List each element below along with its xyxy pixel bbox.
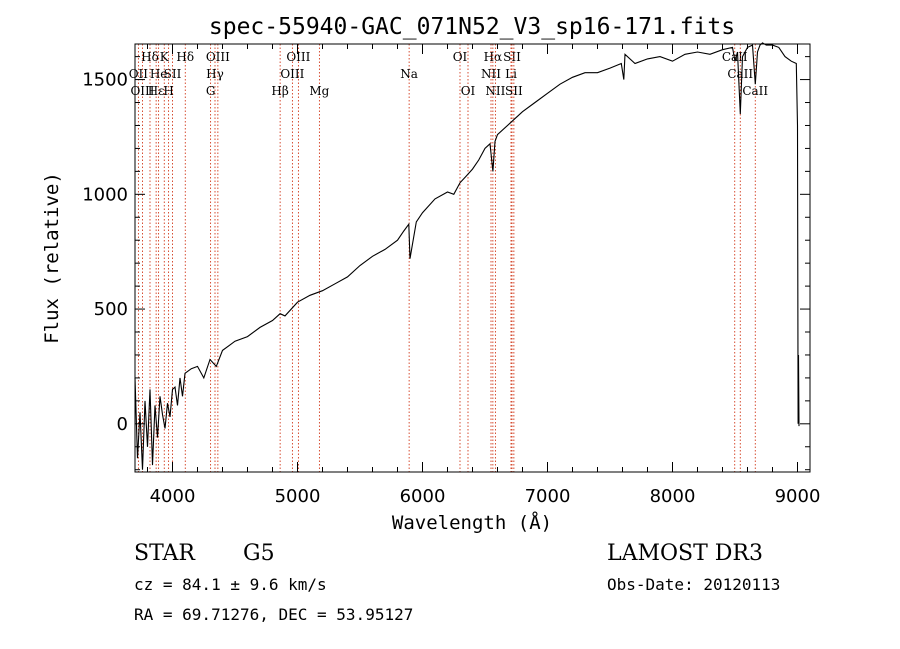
spectral-line-label-21: NII (485, 84, 505, 98)
axis-ticks: 4000 5000 6000 7000 8000 9000 0 500 1000 1500 (82, 44, 820, 507)
spectral-line-label-6: SII (164, 67, 182, 81)
spectrum-line (134, 42, 800, 470)
x-tick-label-2: 6000 (400, 486, 446, 507)
y-axis-label: Flux (relative) (41, 172, 63, 344)
spectrum-series (134, 42, 800, 470)
subclass: G5 (243, 541, 275, 566)
spectral-line-label-7: H (163, 84, 173, 98)
y-tick-label-0: 0 (117, 414, 128, 435)
x-axis-label: Wavelength (Å) (392, 511, 552, 534)
spectral-line-label-26: CaII (727, 67, 753, 81)
x-tick-label-5: 9000 (775, 486, 821, 507)
spectral-line-label-10: Hγ (206, 67, 224, 81)
spectral-line-label-18: OI (461, 84, 476, 98)
spectral-line-label-11: G (206, 84, 216, 98)
spectral-line-label-24: SII (505, 84, 523, 98)
spectral-line-label-9: OIII (206, 50, 230, 64)
survey-name: LAMOST DR3 (607, 541, 763, 566)
y-tick-label-1: 500 (94, 299, 128, 320)
chart-title: spec-55940-GAC_071N52_V3_sp16-171.fits (209, 14, 735, 40)
ra-dec: RA = 69.71276, DEC = 53.95127 (134, 605, 413, 624)
spectral-line-label-14: Hβ (271, 84, 288, 98)
plot-frame (134, 43, 811, 473)
spectral-line-label-1: OII (129, 67, 149, 81)
x-tick-label-0: 4000 (150, 486, 196, 507)
observation-date: Obs-Date: 20120113 (607, 575, 780, 594)
x-tick-label-1: 5000 (275, 486, 321, 507)
spectral-line-label-27: CaII (742, 84, 768, 98)
y-tick-label-2: 1000 (82, 184, 128, 205)
spectral-line-label-4: Hε (148, 84, 165, 98)
spectral-line-label-2: OIII (130, 84, 154, 98)
spectral-line-label-15: Mg (309, 84, 329, 98)
object-class: STAR (134, 541, 196, 566)
spectral-line-label-23: Li (505, 67, 517, 81)
spectral-line-label-17: OI (453, 50, 468, 64)
spectral-line-label-25: CaII (722, 50, 748, 64)
spectral-line-label-22: SII (503, 50, 521, 64)
spectral-line-label-3: He (150, 67, 168, 81)
spectral-line-label-16: Na (400, 67, 418, 81)
x-tick-label-4: 8000 (650, 486, 696, 507)
spectral-line-label-12: OIII (286, 50, 310, 64)
spectral-line-label-19: Hα (484, 50, 503, 64)
redshift-cz: cz = 84.1 ± 9.6 km/s (134, 575, 327, 594)
spectral-line-label-13: OIII (280, 67, 304, 81)
spectral-line-markers: Hδ OII OIII He Hε K SII H Hδ OIII Hγ G OIII OIII Hβ Mg N… (129, 44, 768, 472)
spectral-line-label-0: Hδ (141, 50, 159, 64)
spectral-line-label-8: Hδ (176, 50, 194, 64)
x-tick-label-3: 7000 (525, 486, 571, 507)
y-tick-label-3: 1500 (82, 70, 128, 91)
spectral-line-label-20: NII (481, 67, 501, 81)
spectral-line-label-5: K (160, 50, 170, 64)
